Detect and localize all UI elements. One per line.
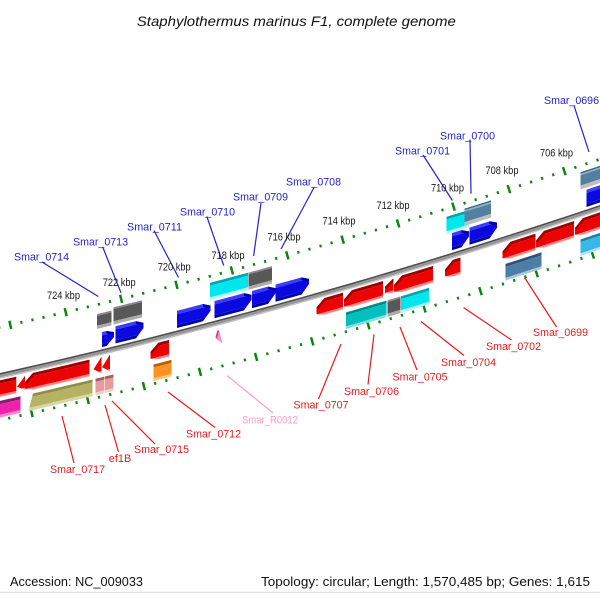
- svg-text:Accession: NC_009033: Accession: NC_009033: [10, 574, 143, 589]
- svg-text:ef1B: ef1B: [109, 453, 132, 465]
- svg-text:Smar_0710: Smar_0710: [180, 207, 235, 219]
- svg-text:Smar_0714: Smar_0714: [14, 252, 69, 264]
- svg-text:Smar_0699: Smar_0699: [533, 327, 588, 339]
- svg-text:Smar_R0012: Smar_R0012: [242, 415, 298, 427]
- svg-text:712 kbp: 712 kbp: [377, 200, 410, 212]
- svg-text:Smar_0696: Smar_0696: [544, 95, 599, 107]
- svg-text:Smar_0712: Smar_0712: [186, 429, 241, 441]
- svg-text:724 kbp: 724 kbp: [47, 290, 80, 302]
- svg-text:718 kbp: 718 kbp: [212, 250, 245, 262]
- svg-text:Smar_0715: Smar_0715: [134, 444, 189, 456]
- svg-text:722 kbp: 722 kbp: [103, 277, 136, 289]
- svg-text:Smar_0709: Smar_0709: [233, 192, 288, 204]
- svg-text:708 kbp: 708 kbp: [486, 165, 519, 177]
- svg-text:716 kbp: 716 kbp: [268, 232, 301, 244]
- svg-text:706 kbp: 706 kbp: [540, 148, 573, 160]
- svg-text:Smar_0711: Smar_0711: [127, 222, 182, 234]
- svg-text:714 kbp: 714 kbp: [323, 216, 356, 228]
- svg-text:710 kbp: 710 kbp: [431, 183, 464, 195]
- svg-text:Smar_0708: Smar_0708: [286, 177, 341, 189]
- svg-text:Smar_0707: Smar_0707: [294, 400, 349, 412]
- svg-text:Smar_0704: Smar_0704: [441, 357, 496, 369]
- svg-text:720 kbp: 720 kbp: [158, 262, 191, 274]
- svg-text:Smar_0713: Smar_0713: [73, 237, 128, 249]
- svg-text:Smar_0705: Smar_0705: [393, 372, 448, 384]
- svg-text:Smar_0717: Smar_0717: [50, 464, 105, 476]
- svg-text:Staphylothermus marinus F1, co: Staphylothermus marinus F1, complete gen…: [137, 13, 456, 29]
- svg-text:Smar_0706: Smar_0706: [344, 386, 399, 398]
- svg-text:Smar_0700: Smar_0700: [440, 131, 495, 143]
- svg-text:Topology: circular; Length: 1,: Topology: circular; Length: 1,570,485 bp…: [261, 574, 590, 589]
- svg-text:Smar_0701: Smar_0701: [395, 146, 450, 158]
- svg-text:Smar_0702: Smar_0702: [486, 341, 541, 353]
